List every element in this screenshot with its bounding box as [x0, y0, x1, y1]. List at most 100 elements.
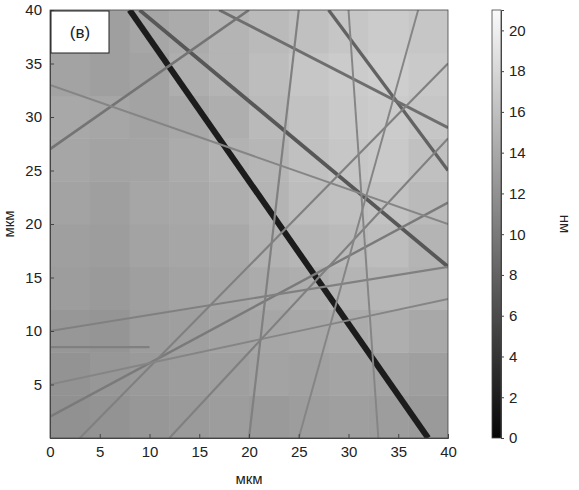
- heatmap-cell: [130, 395, 170, 438]
- tick-label: 10: [25, 322, 42, 339]
- tick-mark: [398, 434, 399, 438]
- colorbar-axis: 02468101214161820: [501, 11, 526, 447]
- tick-mark: [501, 234, 504, 235]
- heatmap-cell: [50, 267, 90, 310]
- scratch: [299, 10, 418, 438]
- axis-line: [51, 11, 55, 439]
- heatmap-cell: [130, 181, 170, 224]
- tick-mark: [501, 30, 504, 31]
- tick-mark: [501, 356, 504, 357]
- heatmap-cell: [329, 138, 369, 181]
- heatmap-cell: [130, 352, 170, 395]
- tick-mark: [501, 316, 504, 317]
- tick: 8: [501, 266, 517, 283]
- heatmap-cell: [408, 310, 448, 353]
- tick-mark: [501, 153, 504, 154]
- tick-mark: [501, 71, 504, 72]
- x-axis: 0510152025303540: [46, 434, 457, 460]
- scratch: [130, 10, 429, 438]
- plot-frame: [50, 10, 448, 438]
- heatmap-cell: [209, 224, 249, 267]
- tick-mark: [100, 434, 101, 438]
- tick: 12: [501, 185, 526, 202]
- tick-label: 35: [390, 443, 407, 460]
- heatmap-cell: [50, 224, 90, 267]
- tick-label: 18: [509, 62, 526, 79]
- heatmap-cell: [329, 352, 369, 395]
- tick: 15: [191, 434, 208, 460]
- tick-label: 5: [96, 443, 104, 460]
- tick: 14: [501, 144, 526, 161]
- scratch: [80, 64, 448, 439]
- heatmap-cell: [169, 224, 209, 267]
- heatmap-cell: [249, 10, 289, 53]
- axis-line: [502, 11, 505, 439]
- tick-label: 25: [25, 162, 42, 179]
- tick: 2: [501, 389, 517, 406]
- heatmap-cell: [408, 352, 448, 395]
- panel-label: (в): [70, 23, 90, 42]
- heatmap-cell: [169, 267, 209, 310]
- heatmap-cell: [50, 181, 90, 224]
- tick: 20: [25, 215, 54, 232]
- scratch: [50, 203, 448, 417]
- y-axis: 510152025303540: [25, 1, 54, 438]
- tick-mark: [150, 434, 151, 438]
- heatmap-cell: [329, 53, 369, 96]
- tick-label: 8: [509, 266, 517, 283]
- plot-area: [50, 10, 448, 438]
- chart: 0510152025303540510152025303540мкммкм(в)…: [0, 0, 579, 490]
- scratch: [50, 85, 448, 224]
- heatmap-cell: [408, 10, 448, 53]
- scratch: [329, 10, 448, 171]
- x-axis-title: мкм: [235, 470, 262, 487]
- tick-mark: [501, 193, 504, 194]
- tick-mark: [50, 278, 54, 279]
- tick: 5: [34, 376, 54, 393]
- tick-label: 40: [25, 1, 42, 18]
- heatmap-cell: [289, 352, 329, 395]
- heatmap-cell: [169, 310, 209, 353]
- tick-label: 30: [25, 108, 42, 125]
- scratch: [249, 10, 299, 438]
- tick-mark: [501, 275, 504, 276]
- heatmap-cell: [50, 395, 90, 438]
- tick: 25: [291, 434, 308, 460]
- tick: 18: [501, 62, 526, 79]
- tick-label: 15: [25, 269, 42, 286]
- tick-mark: [501, 397, 504, 398]
- tick-label: 10: [142, 443, 159, 460]
- tick: 35: [390, 434, 407, 460]
- tick-label: 20: [509, 22, 526, 39]
- colorbar: [492, 10, 501, 438]
- tick-label: 2: [509, 389, 517, 406]
- heatmap-cell: [90, 181, 130, 224]
- heatmap-cell: [130, 267, 170, 310]
- scratch: [349, 10, 379, 438]
- tick-label: 30: [341, 443, 358, 460]
- heatmap-cell: [329, 395, 369, 438]
- heatmap-cell: [50, 96, 90, 139]
- tick: 10: [501, 225, 526, 242]
- heatmap-cell: [209, 395, 249, 438]
- tick: 20: [241, 434, 258, 460]
- panel-label-box: (в): [51, 11, 109, 53]
- scratch: [50, 299, 448, 385]
- heatmap-cell: [209, 181, 249, 224]
- tick-label: 6: [509, 307, 517, 324]
- tick-mark: [50, 331, 54, 332]
- tick-mark: [50, 385, 54, 386]
- tick: 30: [341, 434, 358, 460]
- heatmap-cell: [90, 53, 130, 96]
- scratch: [50, 267, 448, 331]
- tick: 10: [25, 322, 54, 339]
- tick-mark: [501, 438, 504, 439]
- heatmap-cell: [289, 96, 329, 139]
- tick-label: 0: [509, 429, 517, 446]
- tick: 0: [501, 429, 517, 446]
- tick-mark: [50, 224, 54, 225]
- tick: 5: [96, 434, 104, 460]
- tick-mark: [299, 434, 300, 438]
- tick-mark: [50, 117, 54, 118]
- heatmap-cell: [169, 138, 209, 181]
